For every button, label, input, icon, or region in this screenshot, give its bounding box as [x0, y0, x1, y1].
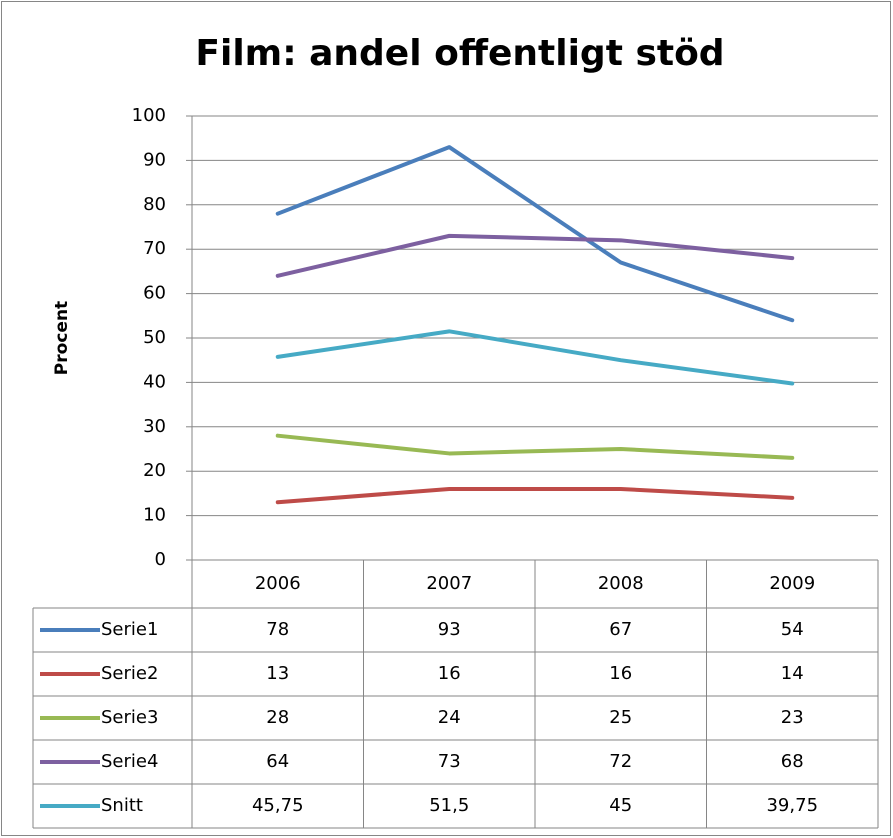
y-tick-label: 70 [143, 238, 166, 259]
table-value: 28 [266, 707, 289, 728]
table-value: 25 [609, 707, 632, 728]
legend-label: Serie3 [101, 707, 158, 728]
table-value: 24 [438, 707, 461, 728]
table-value: 45 [609, 795, 632, 816]
x-tick-label: 2008 [598, 573, 644, 594]
y-tick-label: 100 [132, 105, 166, 126]
table-value: 78 [266, 619, 289, 640]
legend-label: Serie1 [101, 619, 158, 640]
x-tick-label: 2009 [769, 573, 815, 594]
table-value: 93 [438, 619, 461, 640]
legend-label: Snitt [101, 795, 143, 816]
y-tick-label: 80 [143, 194, 166, 215]
y-tick-label: 10 [143, 505, 166, 526]
legend-label: Serie2 [101, 663, 158, 684]
series-line [275, 233, 795, 278]
table-value: 16 [438, 663, 461, 684]
table-value: 16 [609, 663, 632, 684]
table-value: 51,5 [429, 795, 469, 816]
table-value: 72 [609, 751, 632, 772]
y-tick-label: 50 [143, 327, 166, 348]
series-line [275, 486, 795, 505]
table-value: 68 [781, 751, 804, 772]
x-tick-label: 2006 [255, 573, 301, 594]
series-line [275, 433, 795, 460]
series-line [275, 329, 795, 386]
legend-label: Serie4 [101, 751, 158, 772]
series-line [275, 145, 795, 323]
y-tick-label: 60 [143, 283, 166, 304]
y-tick-label: 0 [155, 549, 166, 570]
table-value: 73 [438, 751, 461, 772]
table-value: 14 [781, 663, 804, 684]
table-value: 64 [266, 751, 289, 772]
table-value: 54 [781, 619, 804, 640]
table-value: 45,75 [252, 795, 304, 816]
y-tick-label: 20 [143, 460, 166, 481]
y-tick-label: 40 [143, 371, 166, 392]
y-tick-label: 90 [143, 149, 166, 170]
chart-title: Film: andel offentligt stöd [195, 33, 724, 74]
y-tick-label: 30 [143, 416, 166, 437]
x-tick-label: 2007 [426, 573, 472, 594]
table-value: 23 [781, 707, 804, 728]
table-value: 39,75 [766, 795, 818, 816]
table-value: 13 [266, 663, 289, 684]
y-axis-label: Procent [52, 301, 72, 375]
table-value: 67 [609, 619, 632, 640]
